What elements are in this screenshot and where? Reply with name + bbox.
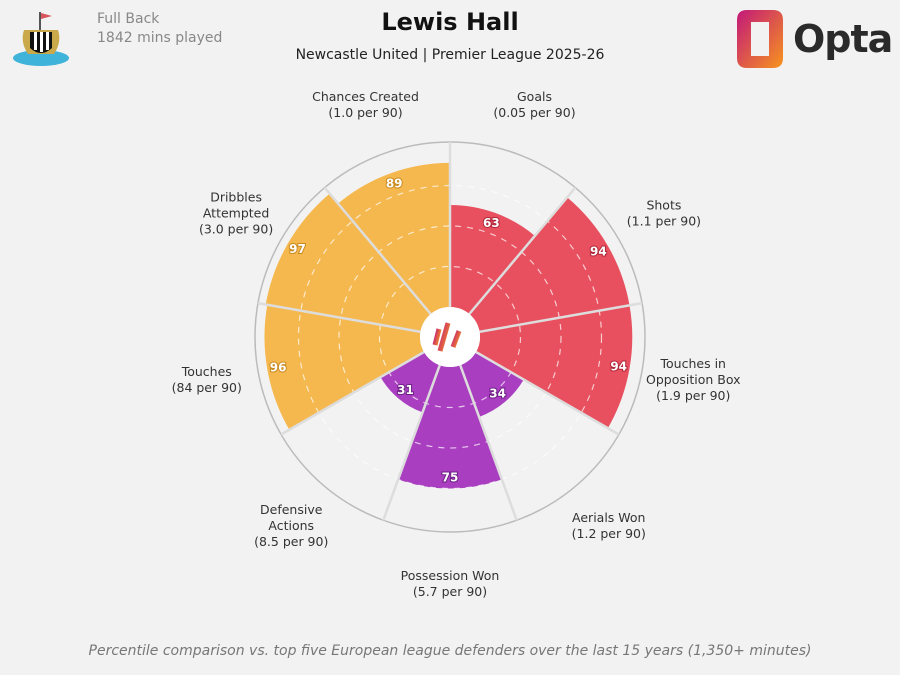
category-label: Touches in	[660, 356, 726, 371]
category-label: Opposition Box	[646, 372, 741, 387]
slice-divider	[382, 336, 452, 521]
opta-logo: Opta	[735, 8, 893, 70]
opta-center-icon	[437, 322, 451, 352]
opta-wordmark: Opta	[793, 17, 893, 61]
slice-divider	[323, 186, 451, 338]
category-label: Defensive	[260, 502, 323, 517]
player-meta: Full Back 1842 mins played	[97, 10, 222, 48]
value-label: 34	[489, 387, 506, 401]
bar-0	[450, 204, 535, 315]
category-label: (1.9 per 90)	[656, 388, 730, 403]
value-label: 31	[397, 383, 414, 397]
center-circle	[420, 307, 480, 367]
category-label: Touches	[181, 364, 232, 379]
category-label: (84 per 90)	[172, 380, 242, 395]
bar-8	[338, 162, 450, 315]
slice-divider	[449, 186, 577, 338]
opta-center-icon	[432, 328, 442, 346]
category-label: Shots	[646, 198, 681, 213]
category-label: Dribbles	[210, 190, 262, 205]
value-label: 75	[442, 471, 459, 485]
newcastle-crest-logo	[13, 12, 69, 66]
category-label: (3.0 per 90)	[199, 222, 273, 237]
grid-ring-50	[338, 225, 562, 449]
page-subtitle: Newcastle United | Premier League 2025-2…	[295, 47, 605, 63]
footnote: Percentile comparison vs. top five Europ…	[88, 643, 812, 659]
category-label: (1.2 per 90)	[572, 526, 646, 541]
value-label: 94	[590, 244, 607, 258]
category-label: Goals	[517, 89, 552, 104]
category-label: Aerials Won	[572, 510, 645, 525]
bar-5	[380, 352, 440, 413]
opta-center-icon	[450, 330, 462, 348]
bar-4	[398, 365, 502, 489]
grid-ring-25	[378, 265, 522, 409]
bar-2	[475, 305, 633, 429]
category-label: Attempted	[203, 206, 269, 221]
value-label: 89	[386, 177, 403, 191]
value-label: 96	[270, 360, 287, 374]
category-label: Chances Created	[312, 89, 419, 104]
slice-divider	[257, 301, 451, 339]
category-label: (1.1 per 90)	[627, 214, 701, 229]
player-position: Full Back	[97, 11, 160, 27]
category-label: (5.7 per 90)	[413, 584, 487, 599]
bar-7	[265, 193, 431, 332]
page-title: Lewis Hall	[381, 8, 519, 36]
category-label: (0.05 per 90)	[493, 105, 575, 120]
bar-3	[460, 352, 524, 417]
category-label: Possession Won	[401, 568, 500, 583]
minutes-played: 1842 mins played	[97, 30, 223, 46]
value-label: 63	[483, 216, 500, 230]
category-label: (8.5 per 90)	[254, 534, 328, 549]
category-label: (1.0 per 90)	[328, 105, 402, 120]
slice-divider	[448, 336, 518, 521]
slice-divider	[449, 301, 643, 339]
value-label: 97	[289, 242, 306, 256]
value-label: 94	[610, 360, 627, 374]
bar-6	[264, 304, 425, 430]
category-label: Actions	[268, 518, 314, 533]
slice-divider	[280, 335, 451, 436]
slice-divider	[449, 335, 620, 436]
opta-mark-icon	[737, 10, 783, 68]
